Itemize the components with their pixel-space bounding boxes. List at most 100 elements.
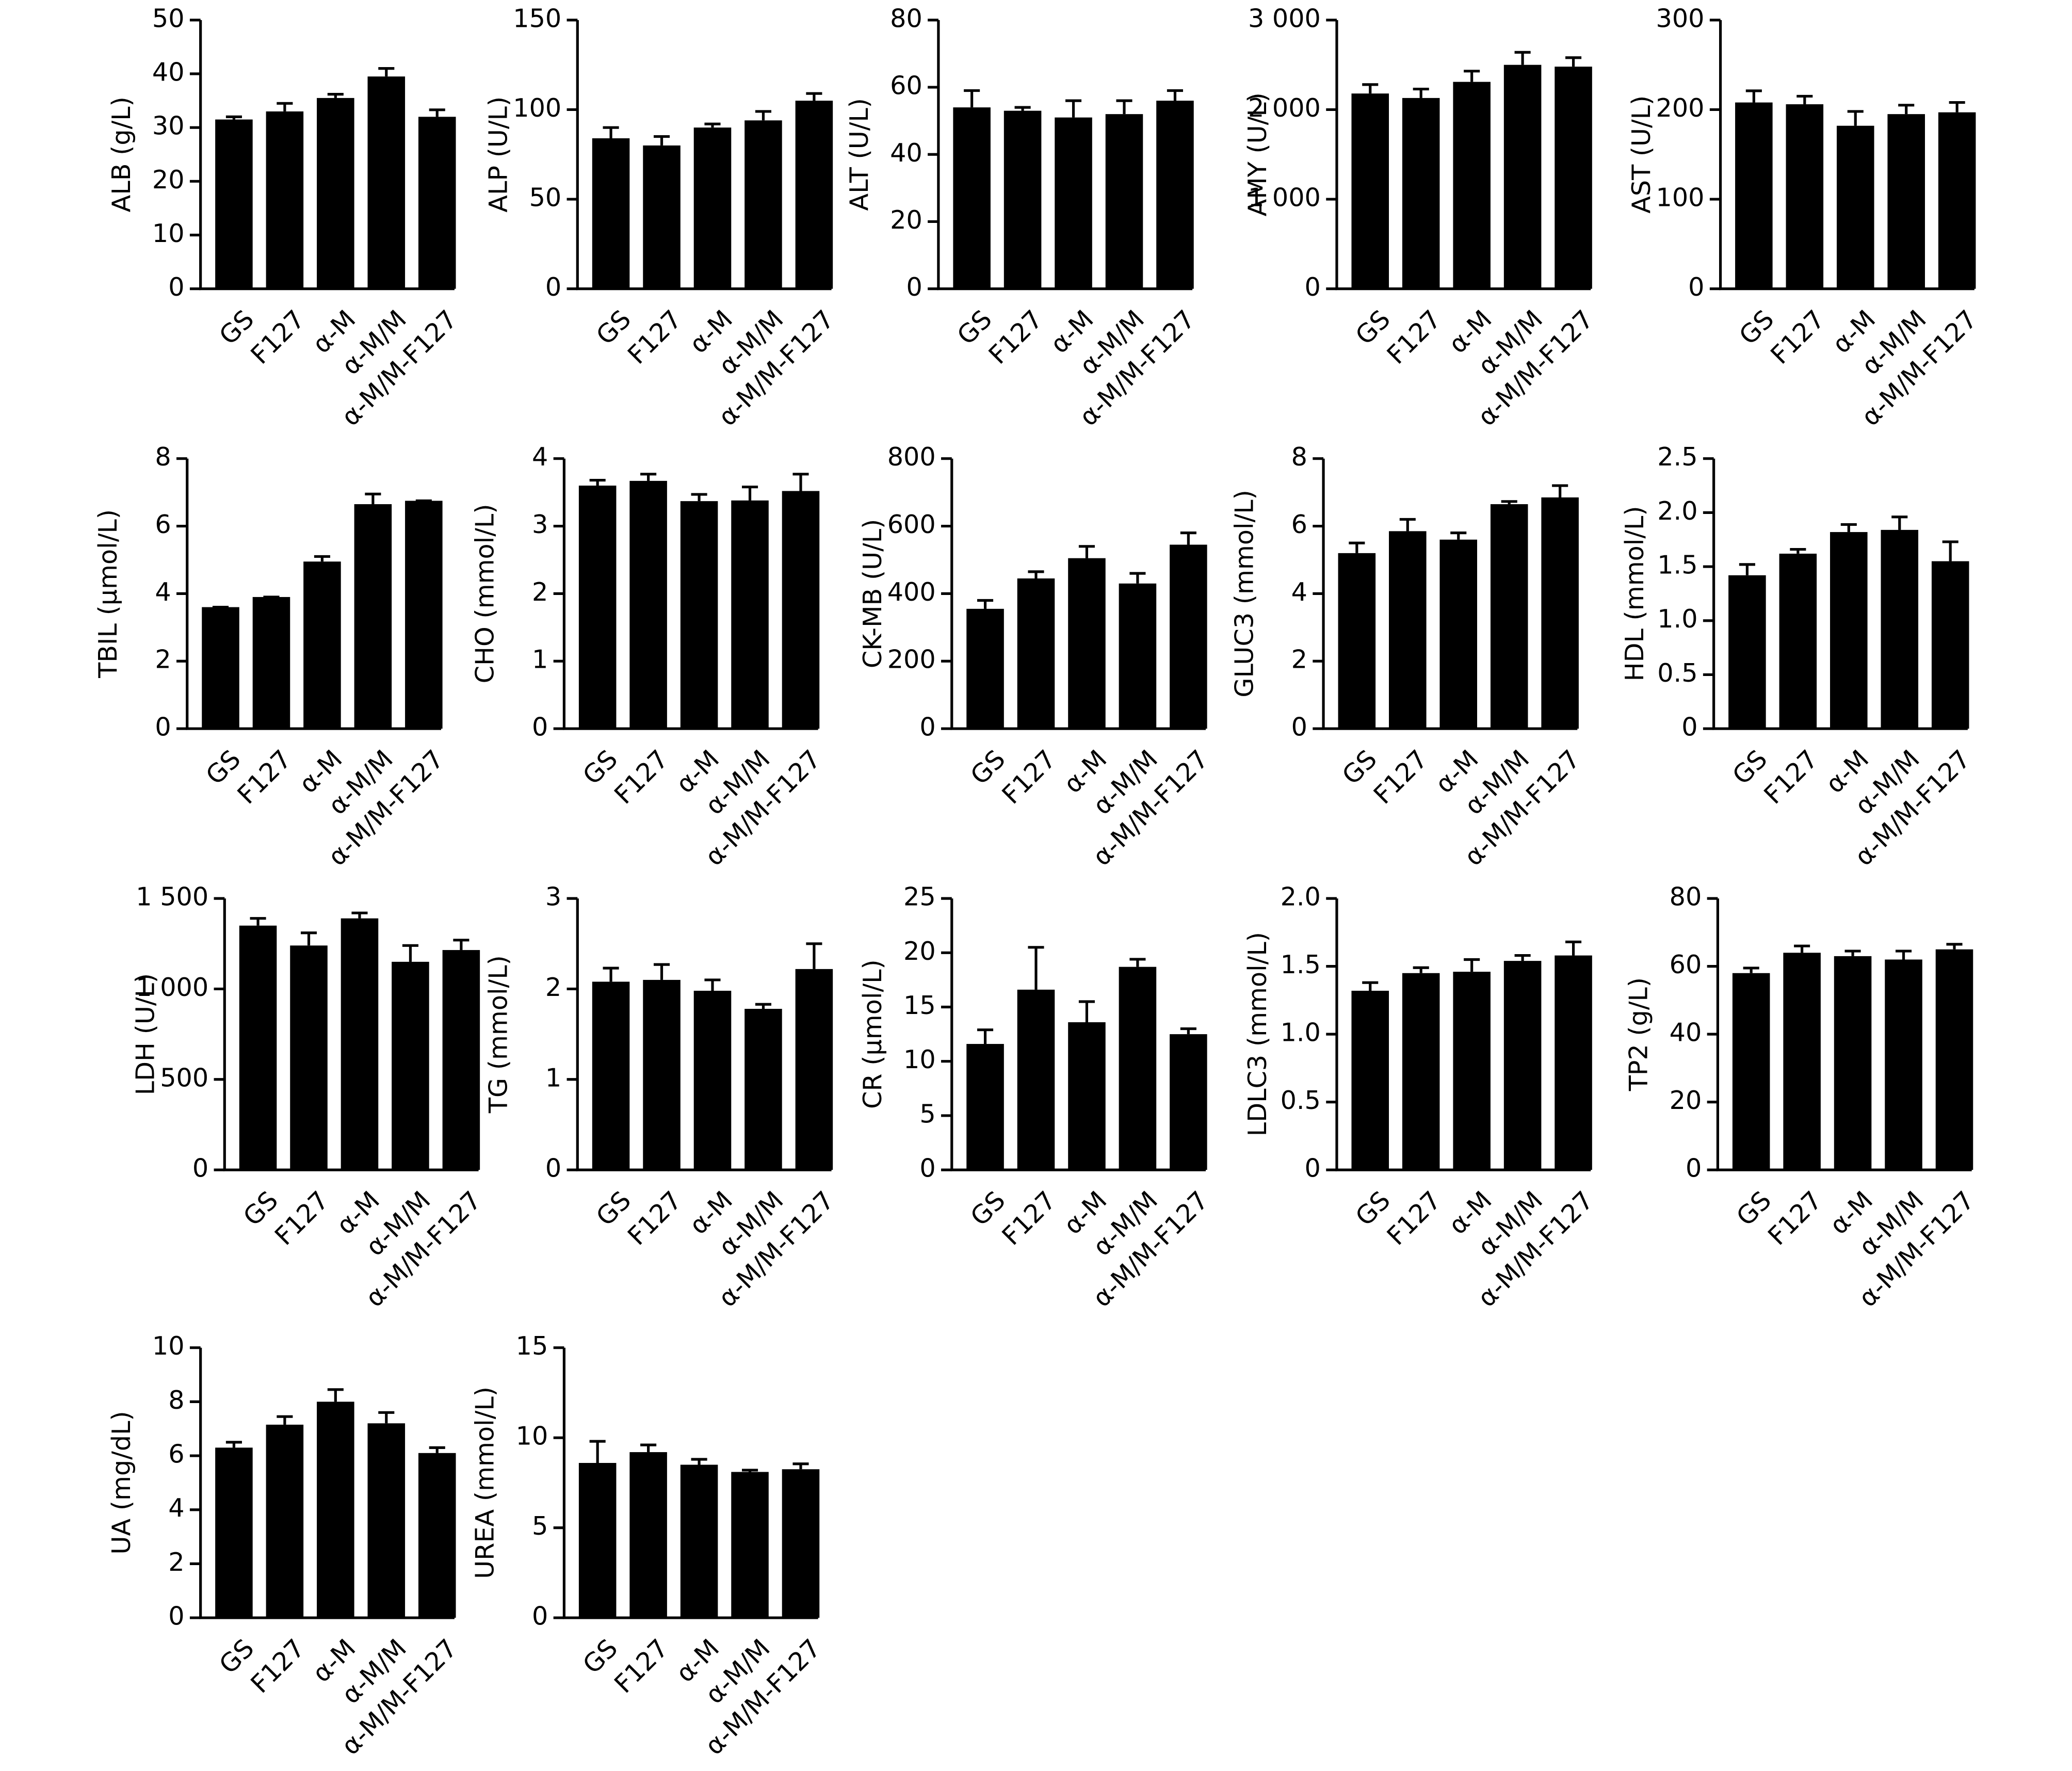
y-tick-label: 20 — [890, 205, 922, 235]
y-tick-label: 10 — [516, 1421, 548, 1451]
bar — [1836, 125, 1874, 289]
error-bar — [327, 93, 344, 98]
y-tick-label: 200 — [887, 645, 936, 674]
error-bar — [691, 1458, 707, 1465]
y-axis-label: ALB (g/L) — [106, 96, 136, 212]
y-tick-label: 40 — [890, 138, 922, 168]
y-tick-label: 2 — [168, 1547, 184, 1577]
bar — [1834, 956, 1872, 1170]
bar — [680, 501, 718, 729]
bar — [1728, 575, 1766, 729]
error-bar — [351, 911, 368, 919]
error-bar — [1840, 523, 1857, 533]
y-tick-label: 8 — [1291, 442, 1307, 472]
bar — [1156, 101, 1194, 289]
y-axis-label: UREA (mmol/L) — [470, 1387, 500, 1579]
error-bar — [314, 555, 330, 562]
y-tick-label: 5 — [919, 1099, 935, 1129]
y-tick-label: 3 000 — [1248, 3, 1321, 33]
error-bar — [1078, 1000, 1095, 1022]
bar — [317, 98, 354, 289]
x-tick-label: F127 — [1765, 304, 1830, 369]
y-axis-label: AST (U/L) — [1626, 95, 1656, 214]
bar — [1830, 532, 1868, 729]
bar — [1541, 497, 1579, 729]
bar — [1439, 539, 1478, 729]
y-tick-label: 150 — [513, 3, 561, 33]
error-bar — [1891, 516, 1908, 530]
bar — [1786, 104, 1824, 289]
y-axis-label: TP2 (g/L) — [1624, 977, 1654, 1091]
x-tick-label: F127 — [608, 1633, 674, 1699]
bar — [1119, 583, 1157, 729]
bar — [290, 945, 328, 1170]
error-bar — [1116, 99, 1132, 115]
bar — [1338, 553, 1376, 729]
error-bar — [1942, 540, 1958, 561]
bar — [1885, 959, 1922, 1170]
y-tick-label: 0 — [192, 1153, 208, 1183]
error-bar — [277, 1415, 293, 1425]
error-bar — [365, 492, 381, 505]
bar — [643, 979, 681, 1170]
y-tick-label: 3 — [532, 509, 548, 539]
y-tick-label: 10 — [152, 1331, 185, 1361]
error-bar — [1464, 958, 1480, 972]
error-bar — [429, 1446, 445, 1453]
error-bar — [1028, 946, 1044, 990]
error-bar — [603, 967, 619, 982]
y-tick-label: 40 — [152, 57, 185, 87]
y-tick-label: 0 — [906, 272, 922, 302]
y-tick-label: 40 — [1670, 1018, 1702, 1048]
y-tick-label: 6 — [168, 1439, 184, 1469]
y-tick-label: 2 000 — [1248, 93, 1321, 123]
y-tick-label: 100 — [1656, 183, 1705, 213]
bar — [1732, 973, 1770, 1170]
y-axis-label: LDH (U/L) — [131, 973, 160, 1095]
x-tick-label: F127 — [1762, 1185, 1827, 1251]
x-tick-label: F127 — [232, 744, 297, 810]
y-tick-label: 1 000 — [136, 972, 208, 1002]
y-tick-label: 4 — [1291, 577, 1307, 607]
error-bar — [792, 473, 809, 491]
error-bar — [402, 944, 418, 962]
error-bar — [1739, 563, 1755, 575]
x-tick-label: F127 — [983, 304, 1048, 369]
error-bar — [1362, 981, 1379, 991]
y-axis-label: GLUC3 (mmol/L) — [1229, 490, 1259, 698]
error-bar — [1464, 70, 1480, 82]
bar — [1555, 67, 1592, 289]
y-tick-label: 0 — [1688, 272, 1704, 302]
y-tick-label: 1.5 — [1281, 949, 1321, 979]
bar — [1389, 531, 1427, 729]
y-tick-label: 10 — [152, 218, 185, 248]
bar — [1055, 117, 1092, 289]
bar — [966, 1044, 1004, 1170]
bar — [317, 1402, 354, 1618]
error-bar — [1078, 545, 1095, 558]
x-tick-label: F127 — [269, 1185, 334, 1251]
error-bar — [1565, 56, 1582, 67]
bar — [1503, 961, 1542, 1170]
error-bar — [225, 115, 242, 120]
bar — [1119, 967, 1157, 1170]
y-tick-label: 25 — [903, 882, 936, 912]
y-tick-label: 0 — [532, 1601, 548, 1631]
error-bar — [977, 599, 994, 609]
y-tick-label: 1 — [532, 645, 548, 674]
y-tick-label: 1.0 — [1281, 1018, 1321, 1048]
error-bar — [1180, 532, 1196, 545]
error-bar — [653, 963, 670, 980]
bar — [782, 491, 820, 729]
y-tick-label: 1 — [545, 1062, 561, 1092]
bar — [1402, 98, 1440, 289]
y-tick-label: 2.0 — [1281, 882, 1321, 912]
error-bar — [1167, 89, 1184, 101]
y-tick-label: 0 — [545, 272, 561, 302]
